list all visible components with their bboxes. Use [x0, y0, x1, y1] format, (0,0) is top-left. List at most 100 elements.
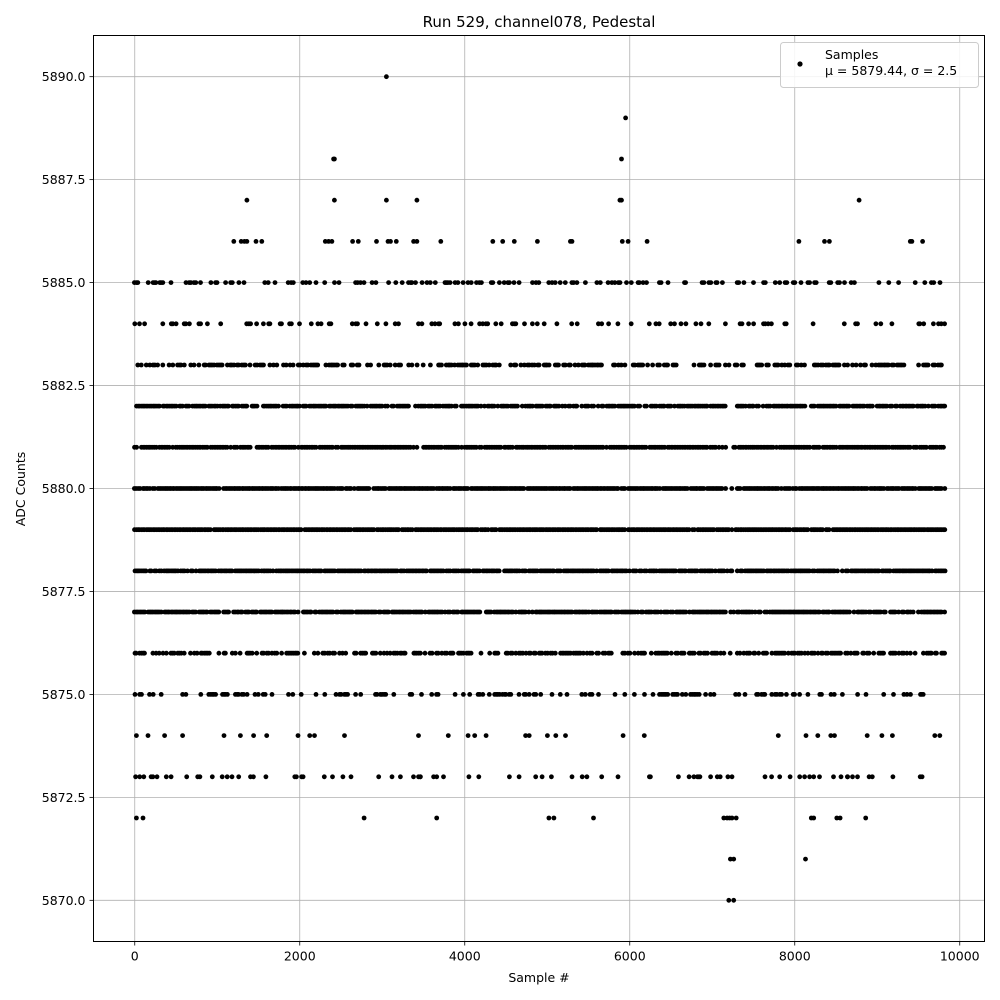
data-point	[828, 733, 834, 738]
data-point	[218, 321, 224, 327]
data-point	[180, 733, 186, 738]
data-point	[539, 774, 545, 780]
data-point	[535, 239, 540, 244]
data-point	[283, 362, 289, 368]
data-point	[516, 280, 522, 285]
data-point	[264, 733, 270, 738]
data-point	[143, 568, 149, 574]
data-point	[363, 650, 369, 656]
data-point	[684, 486, 690, 491]
data-point	[216, 609, 222, 615]
data-point	[691, 650, 697, 656]
data-point	[429, 692, 435, 697]
data-point	[845, 774, 850, 780]
data-point	[456, 321, 461, 327]
data-point	[787, 527, 793, 533]
data-point	[708, 692, 713, 697]
data-point	[139, 692, 144, 697]
data-point	[434, 815, 440, 821]
data-point	[141, 774, 147, 780]
data-point	[213, 692, 219, 697]
data-point	[168, 280, 174, 285]
data-point	[523, 733, 528, 738]
data-point	[615, 774, 621, 780]
data-point	[672, 403, 677, 409]
data-point	[536, 362, 542, 368]
data-point	[942, 486, 948, 491]
data-point	[929, 486, 934, 491]
data-point	[369, 280, 375, 285]
data-point	[807, 774, 812, 780]
data-point	[145, 280, 151, 285]
data-point	[770, 444, 776, 450]
data-point	[641, 733, 647, 738]
data-point	[476, 774, 482, 780]
data-point	[135, 280, 141, 285]
data-point	[409, 527, 415, 533]
data-point	[783, 321, 789, 327]
data-point	[237, 650, 243, 656]
data-point	[526, 609, 532, 615]
data-point	[132, 321, 138, 327]
data-point	[819, 692, 824, 697]
data-point	[878, 321, 884, 327]
data-point	[160, 321, 166, 327]
data-point	[510, 444, 515, 450]
data-point	[729, 527, 735, 533]
data-point	[861, 650, 867, 656]
data-point	[307, 280, 313, 285]
data-point	[802, 362, 807, 368]
data-point	[349, 321, 355, 327]
data-point	[170, 321, 176, 327]
data-point	[168, 774, 174, 780]
data-point	[622, 486, 628, 491]
data-point	[755, 692, 761, 697]
data-point	[447, 280, 453, 285]
data-point	[376, 774, 382, 780]
data-point	[526, 733, 532, 738]
data-point	[180, 692, 186, 697]
data-point	[612, 280, 618, 285]
data-point	[477, 609, 483, 615]
data-point	[643, 444, 649, 450]
data-point	[530, 321, 535, 327]
data-point	[406, 403, 411, 409]
data-point	[627, 650, 633, 656]
data-point	[521, 486, 527, 491]
data-point	[455, 609, 461, 615]
data-point	[409, 280, 415, 285]
data-point	[942, 650, 947, 656]
data-point	[708, 774, 713, 780]
data-point	[388, 239, 393, 244]
data-point	[303, 280, 309, 285]
data-point	[548, 403, 553, 409]
data-point	[315, 650, 321, 656]
data-point	[833, 403, 839, 409]
data-point	[226, 609, 232, 615]
data-point	[828, 280, 834, 285]
data-point	[351, 486, 357, 491]
data-point	[855, 774, 860, 780]
data-point	[303, 403, 309, 409]
data-point	[681, 650, 687, 656]
data-point	[438, 239, 444, 244]
data-point	[731, 897, 737, 903]
data-point	[295, 733, 301, 738]
data-point	[850, 362, 855, 368]
data-point	[142, 650, 147, 656]
data-point	[145, 733, 151, 738]
data-point	[904, 650, 910, 656]
data-point	[729, 815, 735, 821]
data-point	[922, 403, 928, 409]
data-point	[391, 692, 397, 697]
data-point	[209, 774, 215, 780]
data-point	[552, 280, 558, 285]
data-point	[567, 362, 573, 368]
data-point	[683, 568, 688, 574]
data-point	[845, 568, 851, 574]
data-point	[516, 692, 522, 697]
data-point	[450, 650, 456, 656]
data-point	[571, 280, 576, 285]
data-point	[909, 239, 915, 244]
data-point	[536, 280, 542, 285]
